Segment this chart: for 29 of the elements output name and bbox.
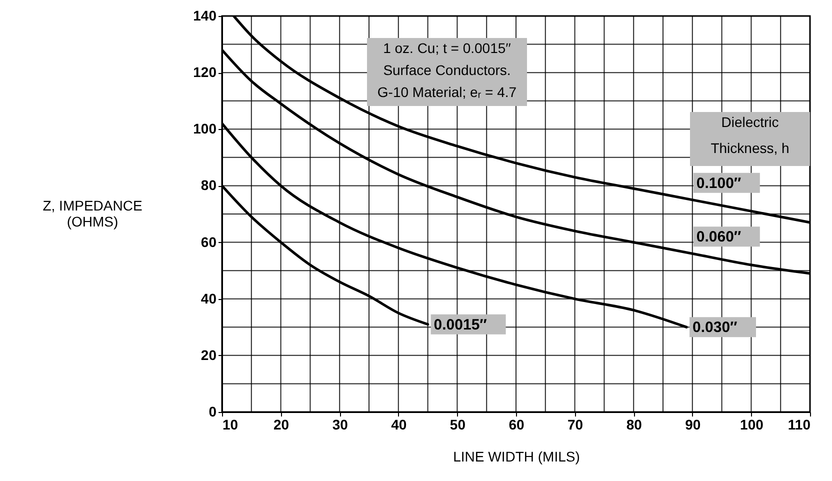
y-tick-label: 120	[193, 64, 217, 80]
legend-title: Dielectric Thickness, h	[710, 114, 790, 156]
x-tick-label: 100	[740, 416, 764, 432]
annotation: 1 oz. Cu; t = 0.0015′′	[383, 40, 512, 56]
series-label: 0.0015′′	[434, 316, 488, 334]
x-tick-label: 40	[391, 416, 407, 432]
x-tick-label: 20	[274, 416, 290, 432]
y-tick-label: 60	[200, 234, 217, 250]
x-tick-label: 110	[788, 416, 811, 432]
x-tick-label: 90	[685, 416, 701, 432]
x-tick-label: 70	[568, 416, 584, 432]
y-tick-label: 20	[200, 346, 217, 363]
series-label: 0.100′′	[696, 174, 742, 192]
x-axis-title: LINE WIDTH (MILS)	[453, 448, 580, 464]
y-tick-label: 140	[193, 8, 217, 24]
y-axis-title: Z, IMPEDANCE (OHMS)	[42, 198, 142, 230]
x-tick-label: 10	[222, 416, 238, 432]
y-tick-label: 40	[200, 290, 217, 306]
annotation: Surface Conductors.	[383, 62, 511, 78]
y-tick-label: 100	[193, 120, 217, 137]
y-tick-label: 80	[200, 177, 217, 194]
x-tick-label: 80	[626, 416, 642, 432]
series-label: 0.060′′	[696, 228, 742, 246]
series-label: 0.030′′	[692, 319, 738, 336]
x-tick-label: 30	[332, 416, 348, 432]
x-tick-label: 50	[450, 416, 466, 432]
y-tick-label: 0	[208, 404, 217, 420]
x-tick-label: 60	[508, 416, 524, 432]
annotation: G-10 Material; eᵣ = 4.7	[377, 84, 517, 100]
